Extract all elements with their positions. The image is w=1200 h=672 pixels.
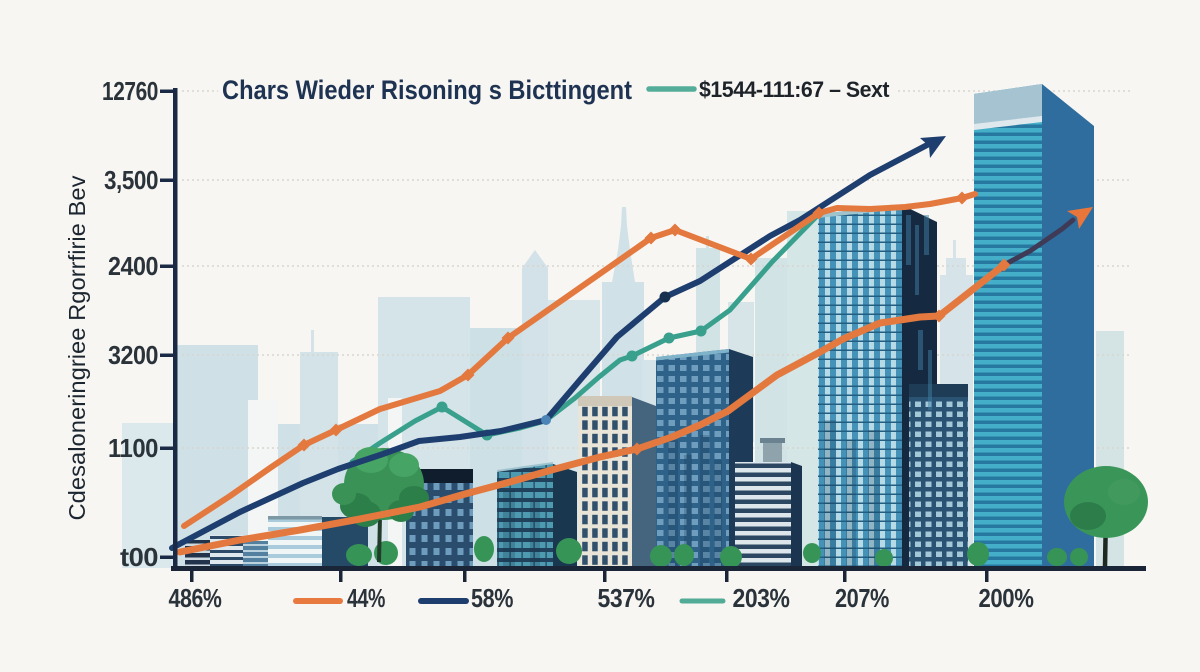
svg-text:537%: 537%	[598, 583, 655, 613]
svg-text:12760: 12760	[102, 76, 158, 106]
svg-text:Cdesaloneringriee Rgorrfirie B: Cdesaloneringriee Rgorrfirie Bev	[64, 175, 90, 521]
svg-text:203%: 203%	[733, 583, 790, 613]
svg-text:207%: 207%	[835, 583, 889, 613]
svg-text:486%: 486%	[169, 583, 222, 613]
svg-text:58%: 58%	[471, 583, 513, 613]
svg-text:Chars Wieder Risoning s Bictti: Chars Wieder Risoning s Bicttingent	[222, 75, 632, 105]
svg-text:44%: 44%	[347, 583, 385, 613]
svg-text:2400: 2400	[108, 251, 158, 281]
svg-text:1100: 1100	[108, 433, 158, 463]
svg-text:200%: 200%	[979, 583, 1034, 613]
svg-text:3,500: 3,500	[104, 165, 158, 195]
svg-text:t00: t00	[120, 542, 158, 572]
svg-text:$1544-111:67 – Sext: $1544-111:67 – Sext	[699, 77, 890, 102]
svg-text:3200: 3200	[108, 340, 158, 370]
